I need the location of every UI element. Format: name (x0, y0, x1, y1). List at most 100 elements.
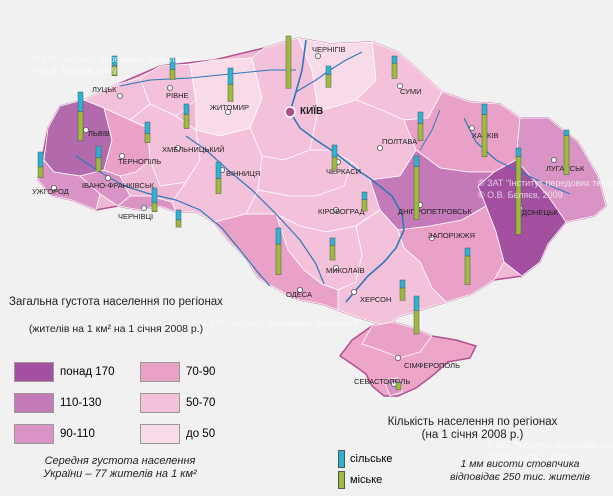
rural-bar-хмельницька (95, 145, 102, 159)
city-label-чернівці: ЧЕРНІВЦІ (118, 212, 153, 221)
rural-bar-м-севастополь (395, 381, 402, 383)
watermark-institute: © ЗАТ "Інститут передових технологій" (32, 54, 193, 64)
rural-bar-дніпропетровська (413, 155, 420, 167)
urban-bar-полтавська (417, 123, 424, 141)
urban-bar-херсонська (399, 287, 406, 301)
city-marker-суми[interactable] (396, 83, 403, 90)
urban-bar-ар-крим (413, 310, 420, 335)
watermark-author: © О.В. Бєляєв, 2009 (32, 66, 117, 76)
city-marker-одеса[interactable] (296, 286, 303, 293)
city-marker-запоріжжя[interactable] (428, 234, 435, 241)
city-marker-чернівці[interactable] (140, 204, 147, 211)
watermark-author-4: © О.В. Бєляєв, 2009 (486, 452, 571, 462)
population-bars-layer (37, 35, 570, 390)
urban-bar-львівська (77, 111, 84, 141)
average-density-line1: Середня густота населення (44, 455, 196, 467)
population-legend-title: Кількість населення по регіонах (на 1 сі… (350, 416, 595, 442)
density-swatch-1 (14, 393, 54, 413)
urban-bar-чернігівська (325, 74, 332, 88)
bar-scale-line1: 1 мм висоти стовпчика (460, 458, 580, 470)
city-label-рівне: РІВНЕ (166, 91, 189, 100)
rural-bar-одеська (275, 227, 282, 245)
urban-bar-дніпропетровська (413, 166, 420, 220)
city-label-одеса: ОДЕСА (286, 290, 312, 299)
capital-label: КИЇВ (300, 104, 323, 117)
rural-bar-полтавська (417, 111, 424, 124)
urban-bar-закарпатська (151, 202, 158, 213)
urban-bar-миколаївська (329, 244, 336, 261)
urban-bar-луганська (563, 135, 570, 175)
urban-bar-рівненська (169, 69, 176, 80)
urban-legend-label: міське (350, 474, 383, 486)
capital-marker[interactable] (284, 106, 296, 118)
rural-legend-label: сільське (350, 453, 393, 465)
urban-bar-м-київ (285, 35, 292, 89)
city-marker-івано-франківськ[interactable] (105, 174, 112, 181)
city-marker-хмельницький[interactable] (174, 144, 181, 151)
city-marker-миколаїв[interactable] (332, 264, 339, 271)
city-marker-сімферополь[interactable] (394, 354, 401, 361)
rural-bar-івано-франківська (37, 151, 44, 168)
city-label-житомир: ЖИТОМИР (210, 103, 249, 112)
river-dniester (75, 155, 271, 287)
city-label-чернігів: ЧЕРНІГІВ (312, 45, 346, 54)
bar-scale-note: 1 мм висоти стовпчика відповідає 250 тис… (430, 458, 610, 484)
city-marker-рівне[interactable] (166, 85, 173, 92)
rural-bar-ар-крим (413, 295, 420, 311)
rural-bar-львівська (77, 91, 84, 112)
density-swatch-2 (14, 424, 54, 444)
density-class-2: 90-110 (14, 424, 95, 444)
city-marker-ужгород[interactable] (51, 184, 58, 191)
urban-bar-харківська (481, 114, 488, 157)
urban-legend-chip (338, 471, 345, 489)
density-swatch-4 (140, 393, 180, 413)
density-swatch-5 (140, 424, 180, 444)
watermark-institute-3: © ЗАТ "Інститут передових технологій" (478, 178, 613, 188)
city-marker-харків[interactable] (468, 125, 475, 132)
city-label-вінниця: ВІННИЦЯ (226, 169, 260, 178)
river-dnipro (289, 39, 405, 303)
city-label-ужгород: УЖГОРОД (32, 187, 69, 196)
city-marker-луганськ[interactable] (551, 156, 558, 163)
rural-bar-кіровоградська (361, 191, 368, 200)
rural-bar-житомирська (183, 103, 190, 115)
city-marker-львів[interactable] (83, 127, 90, 134)
density-class-label-1: 110-130 (60, 397, 102, 409)
watermark-institute-4: © ЗАТ "Інститут передових технологій" (486, 440, 613, 450)
city-label-запоріжжя: ЗАПОРІЖЖЯ (428, 231, 475, 240)
rural-bar-сумська (391, 55, 398, 64)
river-siverskyi-donets (463, 117, 571, 195)
urban-bar-сумська (391, 62, 398, 79)
city-label-кіровоград: КІРОВОГРАД (318, 207, 365, 216)
city-marker-чернігів[interactable] (314, 53, 321, 60)
city-marker-тернопіль[interactable] (119, 152, 126, 159)
city-label-хмельницький: ХМЕЛЬНИЦЬКИЙ (162, 145, 225, 154)
rural-bar-закарпатська (151, 187, 158, 204)
urban-bar-одеська (275, 243, 282, 275)
density-class-5: до 50 (140, 424, 215, 444)
population-legend-date: (на 1 січня 2008 р.) (421, 429, 524, 441)
city-marker-кіровоград[interactable] (332, 206, 339, 213)
average-density-note: Середня густота населення України – 77 ж… (10, 455, 230, 481)
city-label-дніпропетровськ: ДНІПРОПЕТРОВСЬК (398, 207, 472, 216)
city-label-тернопіль: ТЕРНОПІЛЬ (118, 157, 161, 166)
density-swatch-3 (140, 362, 180, 382)
city-label-івано-франківськ: ІВАНО-ФРАНКІВСЬК (82, 181, 155, 190)
city-label-луцьк: ЛУЦЬК (92, 85, 117, 94)
density-legend-subtitle: (жителів на 1 км² на 1 січня 2008 р.) (28, 323, 204, 335)
city-marker-луцьк[interactable] (117, 93, 124, 100)
city-markers-layer: ЧЕРНІГІВ ЛУЦЬК РІВНЕ ЖИТОМИР СУМИ ЛЬВІВ ТЕРНОП… (32, 45, 585, 387)
city-label-херсон: ХЕРСОН (360, 295, 391, 304)
density-class-3: 70-90 (140, 362, 215, 382)
city-marker-житомир[interactable] (224, 109, 231, 116)
city-marker-полтава[interactable] (376, 144, 383, 151)
watermark-institute-2: © ЗАТ "Інститут передових технологій" (200, 318, 361, 328)
urban-bar-житомирська (183, 114, 190, 129)
city-marker-херсон[interactable] (350, 288, 357, 295)
density-class-label-4: 50-70 (186, 397, 216, 409)
city-label-севастополь: СЕВАСТОПОЛЬ (354, 377, 410, 386)
rural-bar-харківська (481, 103, 488, 115)
rural-bar-тернопільська (144, 121, 151, 135)
rural-bar-херсонська (399, 279, 406, 289)
